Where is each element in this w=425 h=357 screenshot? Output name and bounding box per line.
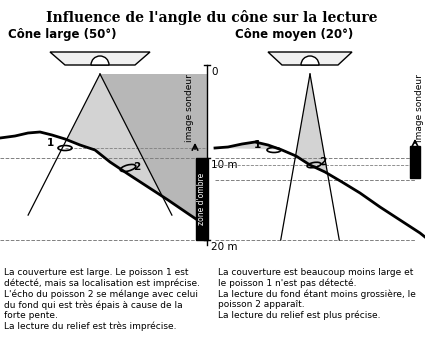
Text: La couverture est large. Le poisson 1 est
détecté, mais sa localisation est impr: La couverture est large. Le poisson 1 es… [4,268,200,331]
Text: 2: 2 [133,162,140,172]
Text: zone d'ombre: zone d'ombre [198,173,207,225]
Text: 2: 2 [319,157,326,167]
Text: 20 m: 20 m [211,242,238,252]
Polygon shape [268,52,352,65]
Text: 10 m: 10 m [211,160,238,170]
Text: Influence de l'angle du cône sur la lecture: Influence de l'angle du cône sur la lect… [46,10,378,25]
Polygon shape [215,74,328,174]
Bar [410,146,420,178]
Text: 1: 1 [47,138,54,148]
Text: 0: 0 [211,67,218,77]
Polygon shape [100,74,207,230]
Text: Cône large (50°): Cône large (50°) [8,28,116,41]
Text: image sondeur: image sondeur [416,74,425,142]
Text: Cône moyen (20°): Cône moyen (20°) [235,28,353,41]
Polygon shape [0,74,164,197]
Wedge shape [301,56,319,65]
Text: 1: 1 [254,140,261,150]
Bar [196,158,208,240]
Wedge shape [91,56,109,65]
Polygon shape [50,52,150,65]
Text: image sondeur: image sondeur [185,74,195,142]
Text: La couverture est beaucoup moins large et
le poisson 1 n'est pas détecté.
La lec: La couverture est beaucoup moins large e… [218,268,416,320]
